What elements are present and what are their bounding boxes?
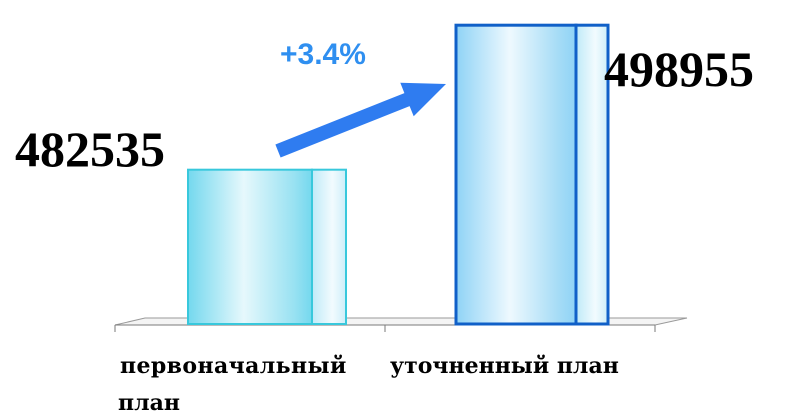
growth-label: +3.4% xyxy=(280,38,366,71)
value-label: 498955 xyxy=(604,41,754,97)
bar xyxy=(454,23,578,326)
bar-side-face xyxy=(311,168,347,325)
category-label: уточненный план xyxy=(390,353,619,379)
bar-side-face xyxy=(574,23,610,326)
category-label: первоначальный xyxy=(120,353,347,379)
growth-arrow xyxy=(275,82,446,158)
bar xyxy=(187,168,313,325)
value-label: 482535 xyxy=(15,121,165,177)
bars-group xyxy=(187,23,610,326)
category-label-continuation: план xyxy=(118,390,180,416)
